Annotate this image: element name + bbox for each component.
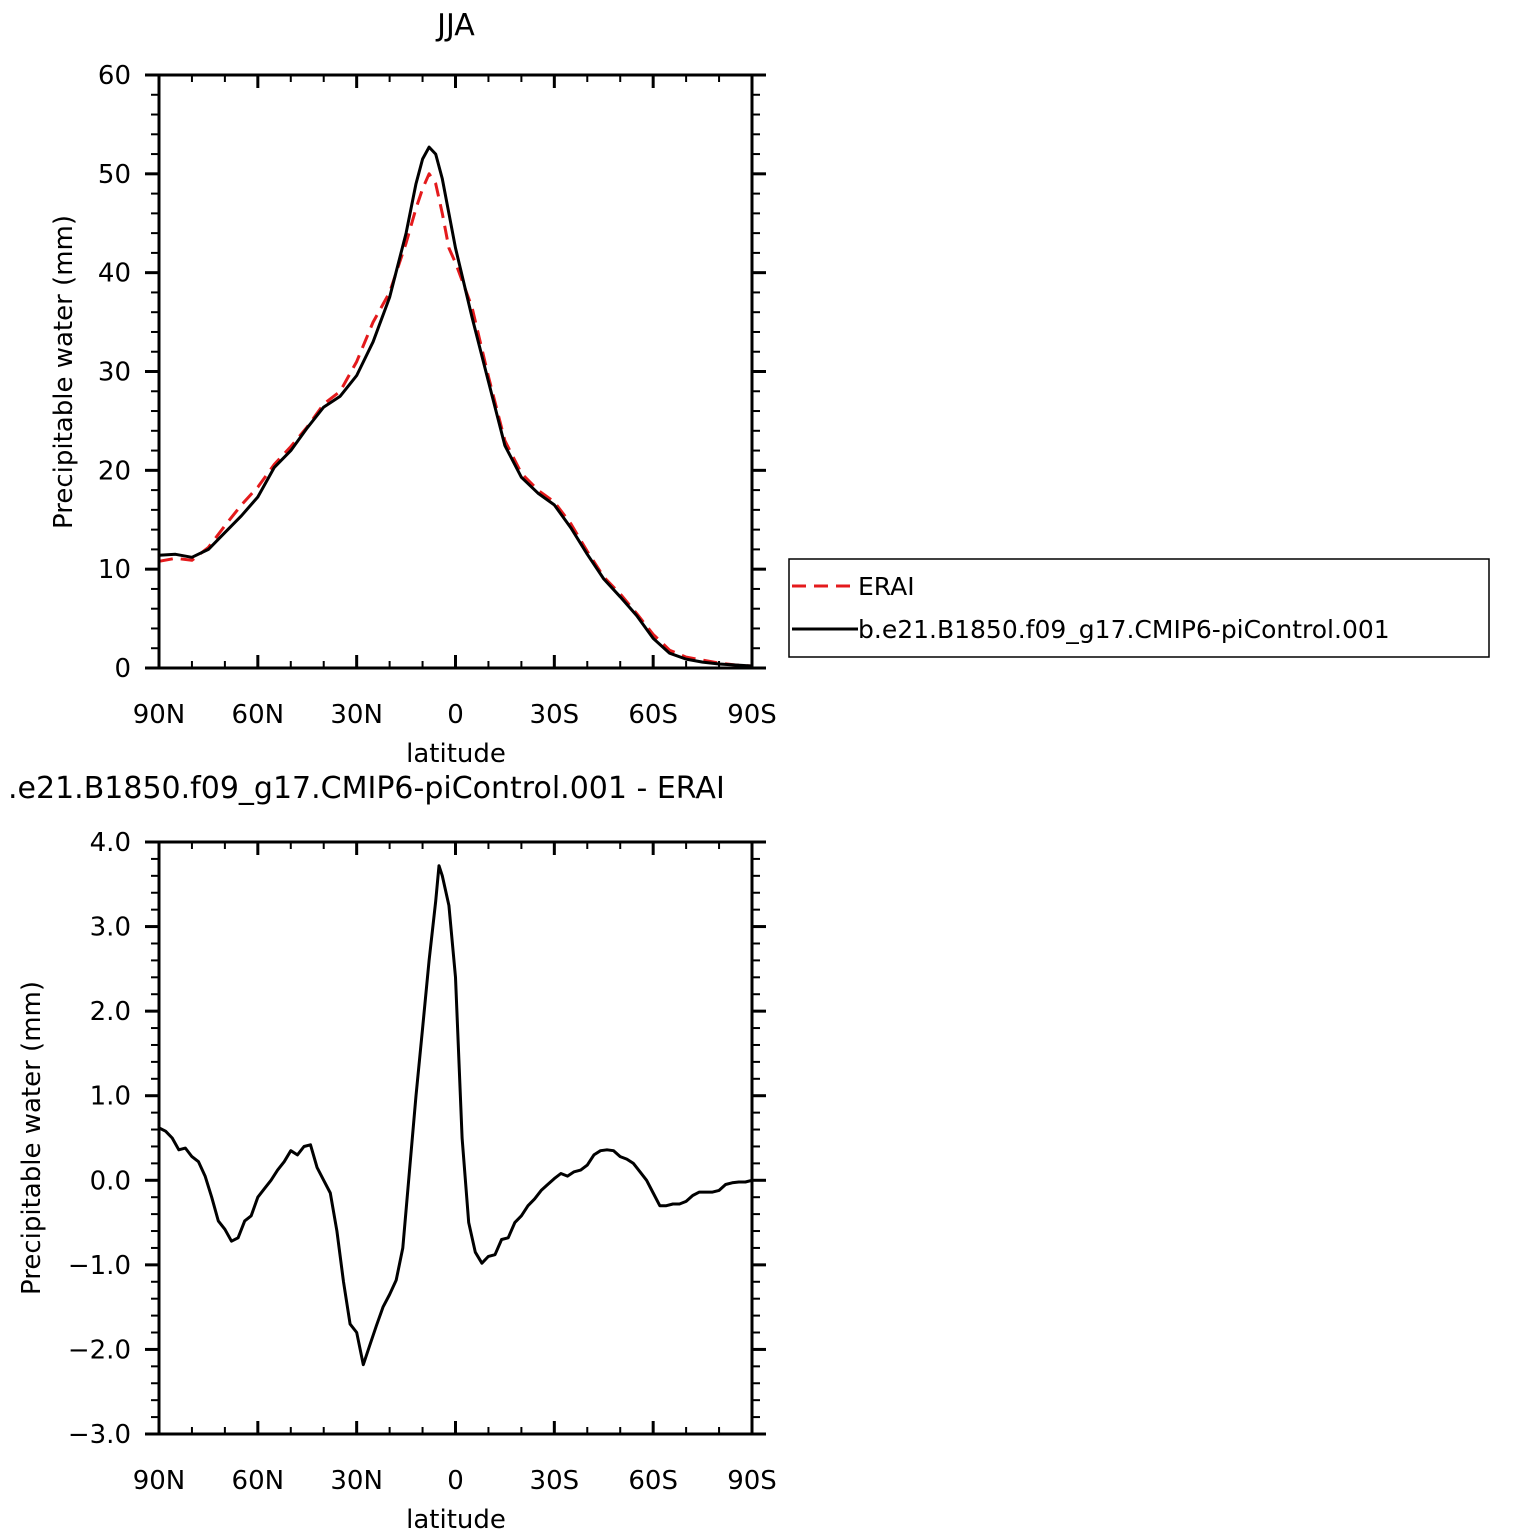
top-y-tick-label: 40 [98, 259, 131, 289]
top-x-tick-label: 30S [530, 700, 580, 730]
top-x-axis-label: latitude [406, 739, 506, 769]
bottom-x-tick-label: 90S [727, 1466, 777, 1496]
top-y-axis-label: Precipitable water (mm) [49, 215, 79, 529]
bottom-y-tick-label: 3.0 [90, 913, 131, 943]
top-x-tick-label: 0 [447, 700, 464, 730]
top-y-tick-label: 50 [98, 160, 131, 190]
top-panel: JJA 90N 60N 30N 0 30S 60S 90S 0 10 20 30 40 50 60 lat… [49, 8, 1490, 769]
top-series-line-1 [158, 145, 753, 668]
legend-label-model: b.e21.B1850.f09_g17.CMIP6-piControl.001 [858, 615, 1390, 644]
bottom-y-tick-label: 0.0 [90, 1166, 131, 1196]
bottom-y-tick-label: 1.0 [90, 1082, 131, 1112]
top-axes-group: 90N 60N 30N 0 30S 60S 90S 0 10 20 30 40 50 60 [98, 61, 777, 730]
bottom-x-tick-label: 0 [447, 1466, 464, 1496]
top-y-tick-label: 60 [98, 61, 131, 91]
top-x-tick-label: 60N [232, 700, 285, 730]
bottom-x-tick-label: 30N [330, 1466, 383, 1496]
top-series-group [158, 145, 753, 668]
bottom-panel: .e21.B1850.f09_g17.CMIP6-piControl.001 -… [8, 771, 777, 1534]
top-y-tick-label: 10 [98, 555, 131, 585]
top-x-tick-label: 90N [133, 700, 186, 730]
bottom-x-tick-label: 30S [530, 1466, 580, 1496]
bottom-x-tick-label: 90N [133, 1466, 186, 1496]
bottom-y-tick-label: −2.0 [68, 1335, 131, 1365]
bottom-y-tick-label: −1.0 [68, 1251, 131, 1281]
top-y-tick-label: 20 [98, 456, 131, 486]
top-plot-frame [157, 73, 754, 670]
bottom-y-axis-label: Precipitable water (mm) [17, 981, 47, 1295]
top-x-tick-label: 60S [628, 700, 678, 730]
bottom-axes-group: 90N 60N 30N 0 30S 60S 90S −3.0 −2.0 −1.0 0.0 1.0 2.0… [68, 828, 777, 1496]
bottom-plot-frame [157, 840, 754, 1436]
bottom-series-line-0 [158, 864, 753, 1367]
top-y-tick-label: 30 [98, 358, 131, 388]
bottom-series-group [158, 864, 753, 1367]
legend-label-erai: ERAI [858, 572, 915, 601]
top-y-tick-label: 0 [114, 654, 131, 684]
bottom-x-axis-label: latitude [406, 1505, 506, 1534]
legend-box [788, 558, 1490, 658]
bottom-chart-title: .e21.B1850.f09_g17.CMIP6-piControl.001 -… [8, 771, 725, 806]
bottom-x-tick-label: 60S [628, 1466, 678, 1496]
bottom-y-tick-label: −3.0 [68, 1420, 131, 1450]
top-series-line-0 [158, 172, 753, 668]
bottom-y-tick-label: 2.0 [90, 997, 131, 1027]
bottom-x-tick-label: 60N [232, 1466, 285, 1496]
bottom-y-tick-label: 4.0 [90, 828, 131, 858]
top-chart-title: JJA [435, 8, 475, 43]
top-x-tick-label: 90S [727, 700, 777, 730]
top-legend: ERAI b.e21.B1850.f09_g17.CMIP6-piControl… [788, 558, 1490, 658]
top-x-tick-label: 30N [330, 700, 383, 730]
